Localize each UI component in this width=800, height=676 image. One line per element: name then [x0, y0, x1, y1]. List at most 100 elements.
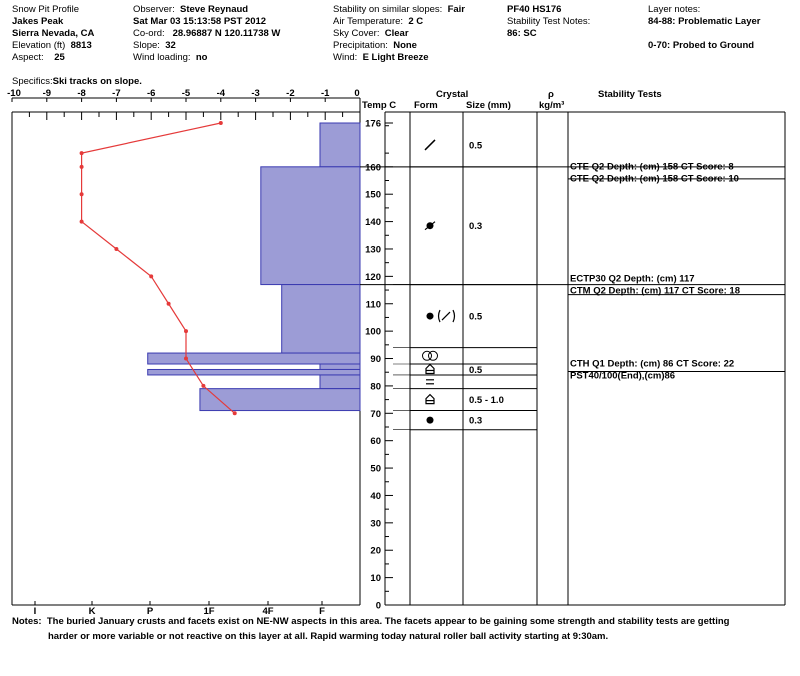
grain-size-label: 0.3 — [469, 221, 482, 232]
rounded-grain-icon — [426, 416, 434, 424]
region-name: Sierra Nevada, CA — [12, 28, 95, 39]
paren-left-icon — [437, 309, 441, 323]
wind-loading-label: Wind loading: — [133, 52, 191, 63]
coord-label: Co-ord: — [133, 28, 165, 39]
stability-test-label: PST40/100(End),(cm)86 — [570, 370, 675, 381]
notes-line-2: harder or more variable or not reactive … — [48, 631, 609, 642]
slope-label: Slope: — [133, 40, 160, 51]
temperature-point — [149, 274, 154, 279]
paren-right-icon — [452, 309, 456, 323]
slope-value: 32 — [165, 40, 176, 51]
temp-tick-label: -10 — [7, 88, 21, 99]
height-tick-label: 50 — [370, 464, 381, 475]
stability-label: Stability on similar slopes: — [333, 4, 443, 15]
temp-tick-label: 0 — [354, 88, 359, 99]
depth-hoar-grain-icon — [425, 393, 435, 405]
temperature-profile-line — [80, 122, 236, 414]
temp-tick-label: -1 — [321, 88, 330, 99]
hardness-layer-bar — [319, 374, 361, 390]
layer-note-1: 84-88: Problematic Layer — [648, 16, 761, 27]
rho-column-header: ρ — [548, 89, 554, 100]
precip-label: Precipitation: — [333, 40, 388, 51]
header-tests: PF40 HS176 Stability Test Notes: 86: SC — [507, 4, 590, 40]
coord-value: 28.96887 N 120.11738 W — [172, 28, 281, 39]
temperature-point — [184, 329, 188, 334]
stability-test-label: CTE Q2 Depth: (cm) 158 CT Score: 8 — [570, 161, 734, 172]
melt-freeze-grain-icon — [422, 350, 432, 361]
header-observer: Observer: Steve Reynaud Sat Mar 03 15:13… — [133, 4, 280, 64]
temperature-point — [79, 219, 84, 224]
temp-column-header: Temp C — [362, 100, 396, 111]
crystal-column-header: Crystal — [436, 89, 468, 100]
temp-tick-label: -9 — [43, 88, 51, 99]
profile-title: Snow Pit Profile — [12, 4, 80, 15]
stability-column-header: Stability Tests — [598, 89, 662, 100]
hardness-layer-bar — [260, 166, 361, 286]
height-tick-label: 150 — [365, 190, 381, 201]
height-tick-label: 90 — [370, 354, 381, 365]
air-temp-label: Air Temperature: — [333, 16, 404, 27]
size-column-header: Size (mm) — [466, 100, 511, 111]
stability-test-label: ECTP30 Q2 Depth: (cm) 117 — [570, 274, 695, 285]
sky-value: Clear — [384, 28, 409, 39]
stability-value: Fair — [447, 4, 466, 15]
temp-tick-label: -3 — [251, 88, 259, 99]
pf-value: PF40 HS176 — [507, 4, 562, 15]
temp-tick-label: -5 — [182, 88, 191, 99]
hardness-tick-label: 1F — [203, 606, 214, 617]
height-tick-label: 20 — [370, 546, 381, 557]
stability-test-notes-value: 86: SC — [507, 28, 537, 39]
decomposing-grain-icon — [424, 139, 436, 151]
temperature-point — [79, 151, 84, 156]
hardness-tick-label: P — [147, 606, 154, 617]
header-left: Snow Pit Profile Jakes Peak Sierra Nevad… — [12, 4, 94, 64]
density-unit-header: kg/m³ — [539, 100, 564, 111]
notes: Notes: The buried January crusts and fac… — [12, 614, 782, 644]
wind-label: Wind: — [333, 52, 358, 63]
height-tick-label: 130 — [365, 244, 381, 255]
hardness-layer-bar — [199, 388, 361, 412]
height-tick-label: 10 — [370, 573, 381, 584]
decomposing-grain-icon — [441, 311, 451, 321]
hardness-tick-label: F — [319, 606, 325, 617]
height-tick-label: 110 — [366, 299, 381, 310]
specifics-value: Ski tracks on slope. — [52, 76, 142, 87]
hardness-layer-bar — [147, 368, 361, 376]
temperature-point — [79, 164, 84, 169]
height-tick-label: 176 — [365, 119, 381, 130]
hardness-layer-bar — [319, 363, 361, 370]
hardness-layer-bar — [147, 352, 361, 365]
height-tick-label: 160 — [365, 162, 381, 173]
height-tick-label: 100 — [365, 327, 381, 338]
aspect-label: Aspect: — [12, 52, 44, 63]
notes-line-1: The buried January crusts and facets exi… — [46, 616, 730, 627]
temperature-point — [166, 301, 171, 306]
height-tick-label: 60 — [370, 436, 381, 447]
stability-test-notes-label: Stability Test Notes: — [507, 16, 591, 27]
notes-label: Notes: — [12, 616, 42, 627]
air-temp-value: 2 C — [408, 16, 424, 27]
grain-size-label: 0.3 — [469, 416, 482, 427]
specifics: Specifics:Ski tracks on slope. — [12, 76, 142, 88]
date-value: Sat Mar 03 15:13:58 PST 2012 — [133, 16, 267, 27]
grain-size-label: 0.5 - 1.0 — [469, 395, 504, 406]
temp-tick-label: -2 — [286, 88, 294, 99]
temperature-point — [232, 411, 237, 416]
grain-size-label: 0.5 — [469, 365, 483, 376]
temperature-point — [114, 246, 119, 251]
hardness-layer-bar — [319, 122, 361, 168]
temperature-point — [184, 356, 188, 361]
height-tick-label: 0 — [376, 601, 381, 612]
melt-freeze-grain-icon — [428, 350, 438, 361]
rounded-grain-icon — [426, 312, 434, 320]
temperature-point — [79, 192, 84, 197]
observer-value: Steve Reynaud — [180, 4, 249, 15]
height-tick-label: 140 — [365, 217, 381, 228]
layer-note-2: 0-70: Probed to Ground — [648, 40, 755, 51]
specifics-label: Specifics: — [12, 76, 53, 87]
temp-tick-label: -6 — [147, 88, 155, 99]
elevation-label: Elevation (ft) — [12, 40, 66, 51]
rounded-faceting-grain-icon — [424, 221, 436, 231]
wind-value: E Light Breeze — [362, 52, 429, 63]
